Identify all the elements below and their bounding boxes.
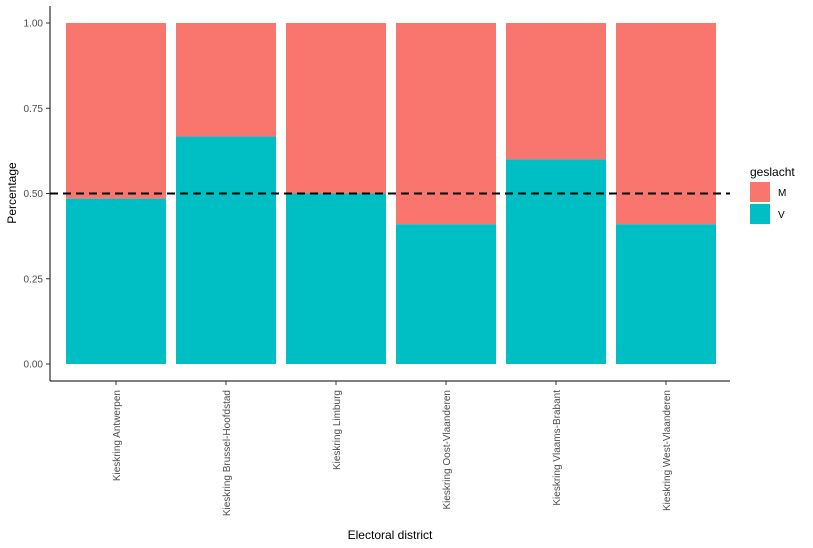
x-tick-label-5: Kieskring West-Vlaanderen (662, 390, 673, 511)
bar-V-4 (506, 159, 606, 364)
y-tick-label-3: 0.75 (24, 104, 44, 115)
x-ticks: Kieskring Antwerpen Kieskring Brussel-Hoo… (112, 381, 673, 516)
x-axis-title: Electoral district (348, 528, 433, 542)
bar-V-5 (616, 224, 716, 364)
y-tick-label-1: 0.25 (24, 274, 44, 285)
x-tick-label-2: Kieskring Limburg (332, 390, 343, 470)
y-axis-title: Percentage (5, 162, 19, 224)
legend-key-M (750, 182, 770, 202)
x-tick-label-4: Kieskring Vlaams-Brabant (552, 390, 563, 506)
bar-V-2 (286, 193, 386, 364)
x-tick-label-3: Kieskring Oost-Vlaanderen (442, 390, 453, 510)
y-tick-label-0: 0.00 (24, 360, 44, 371)
y-ticks: 0.00 0.25 0.50 0.75 1.00 (24, 19, 50, 371)
legend: geslacht MV (750, 165, 795, 224)
bar-M-3 (396, 23, 496, 225)
bar-M-2 (286, 23, 386, 194)
bar-V-3 (396, 224, 496, 364)
legend-title: geslacht (750, 165, 795, 179)
bar-M-5 (616, 23, 716, 225)
x-tick-label-0: Kieskring Antwerpen (112, 390, 123, 481)
y-tick-label-2: 0.50 (24, 189, 44, 200)
legend-key-V (750, 204, 770, 224)
x-tick-label-1: Kieskring Brussel-Hoofdstad (222, 390, 233, 516)
bar-M-4 (506, 23, 606, 160)
y-tick-label-4: 1.00 (24, 19, 44, 30)
bar-V-1 (176, 136, 276, 364)
bar-M-0 (66, 23, 166, 199)
legend-label-V: V (778, 210, 785, 221)
bar-V-0 (66, 198, 166, 364)
legend-label-M: M (778, 188, 786, 199)
bars-layer (66, 23, 716, 364)
bar-M-1 (176, 23, 276, 137)
